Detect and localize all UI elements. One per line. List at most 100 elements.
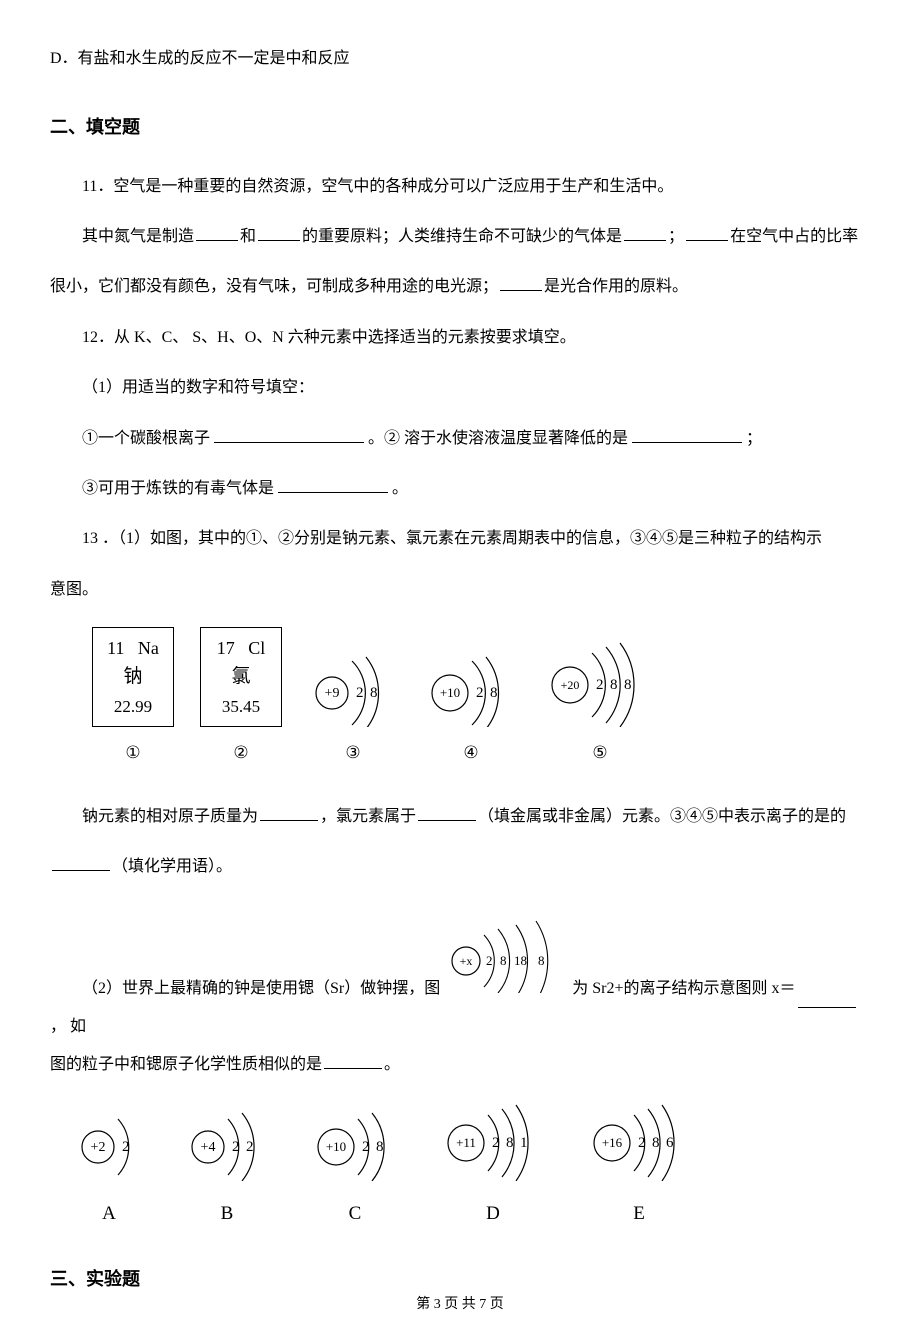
atom-a-svg: +2 2 <box>74 1101 144 1181</box>
na-mass: 22.99 <box>114 695 152 719</box>
q12-line1: ①一个碳酸根离子 。② 溶于水使溶液温度显著降低的是 ； <box>50 420 870 458</box>
q13-p3pre: （2）世界上最精确的钟是使用锶（Sr）做钟摆，图 <box>50 970 440 1008</box>
card-na-idx: ① <box>125 733 140 774</box>
q12-line3: ③可用于炼铁的有毒气体是 。 <box>50 470 870 508</box>
q13-p1: 13 ．（1）如图，其中的①、②分别是钠元素、氯元素在元素周期表中的信息，③④⑤… <box>50 520 870 558</box>
q13-p3c-line: 图的粒子中和锶原子化学性质相似的是。 <box>50 1046 870 1084</box>
q12-3b: 。 <box>392 480 408 497</box>
atom-d-svg: +11 2 8 1 <box>440 1097 546 1181</box>
svg-text:8: 8 <box>370 685 378 701</box>
svg-text:2: 2 <box>486 953 493 968</box>
q13-p2a: 钠元素的相对原子质量为 <box>82 808 258 825</box>
svg-text:18: 18 <box>514 953 527 968</box>
option-d: D．有盐和水生成的反应不一定是中和反应 <box>50 40 870 78</box>
card-na-box: 11 Na 钠 22.99 <box>92 627 174 727</box>
na-name: 钠 <box>123 664 142 691</box>
q13-p2: 钠元素的相对原子质量为 ，氯元素属于 （填金属或非金属）元素。③④⑤中表示离子的是的 <box>50 798 870 836</box>
label-e: E <box>633 1191 645 1237</box>
svg-text:2: 2 <box>362 1139 370 1155</box>
svg-text:8: 8 <box>624 677 632 693</box>
q13-p1t: （1）如图，其中的①、②分别是钠元素、氯元素在元素周期表中的信息，③④⑤是三种粒… <box>118 530 822 547</box>
label-d: D <box>486 1191 500 1237</box>
q13-p2b: ，氯元素属于 <box>320 808 416 825</box>
svg-text:1: 1 <box>520 1135 528 1151</box>
card-cl-idx: ② <box>233 733 248 774</box>
atom-c: +10 2 8 C <box>310 1101 400 1237</box>
atom-d: +11 2 8 1 D <box>440 1097 546 1237</box>
inline-atom-svg: +x 2 8 18 8 <box>446 913 566 993</box>
svg-text:+10: +10 <box>440 685 460 700</box>
svg-text:8: 8 <box>490 685 498 701</box>
blank <box>686 226 728 241</box>
na-num: 11 <box>107 638 124 658</box>
svg-text:2: 2 <box>122 1139 130 1155</box>
atom-b: +4 2 2 B <box>184 1101 270 1237</box>
svg-text:8: 8 <box>610 677 618 693</box>
q13-p1b: 意图。 <box>50 571 870 609</box>
q11-p2a: 其中氮气是制造 <box>82 228 194 245</box>
q11-text: 空气是一种重要的自然资源，空气中的各种成分可以广泛应用于生产和生活中。 <box>113 178 673 195</box>
blank <box>624 226 666 241</box>
section-2-title: 二、填空题 <box>50 106 870 149</box>
svg-text:+11: +11 <box>456 1135 476 1150</box>
svg-text:+2: +2 <box>91 1140 106 1155</box>
atom-4-svg: +10 2 8 <box>424 641 518 727</box>
q13-p3posta: 为 Sr2+的离子结构示意图则 x＝ <box>572 970 795 1008</box>
svg-text:+10: +10 <box>326 1139 346 1154</box>
q12-3a: ③可用于炼铁的有毒气体是 <box>82 480 274 497</box>
q13-p2c: （填金属或非金属）元素。③④⑤中表示离子的是的 <box>478 808 846 825</box>
q11-p2e: 在空气中占的比率 <box>730 228 858 245</box>
blank <box>798 993 856 1008</box>
svg-text:8: 8 <box>376 1139 384 1155</box>
atom-e: +16 2 8 6 E <box>586 1097 692 1237</box>
atom-4: +10 2 8 ④ <box>424 641 518 774</box>
cl-mass: 35.45 <box>222 695 260 719</box>
q11-label: 11． <box>82 178 113 195</box>
svg-text:8: 8 <box>538 953 545 968</box>
blank <box>260 806 318 821</box>
cl-num: 17 <box>217 638 235 658</box>
q13-label: 13 ． <box>82 530 118 547</box>
atom-3-idx: ③ <box>345 733 360 774</box>
svg-text:2: 2 <box>638 1135 646 1151</box>
cl-name: 氯 <box>231 664 250 691</box>
q12-1c: ； <box>746 430 762 447</box>
svg-text:2: 2 <box>232 1139 240 1155</box>
card-cl: 17 Cl 氯 35.45 ② <box>200 627 282 774</box>
periodic-card-row: 11 Na 钠 22.99 ① 17 Cl 氯 35.45 ② +9 2 8 <box>92 627 870 774</box>
q12-1b: 。② 溶于水使溶液温度显著降低的是 <box>368 430 628 447</box>
atom-row-abcde: +2 2 A +4 2 2 B +10 2 <box>74 1097 870 1237</box>
page-footer: 第 3 页 共 7 页 <box>0 1288 920 1322</box>
svg-text:+x: +x <box>460 954 473 968</box>
cl-sym: Cl <box>248 638 265 658</box>
blank <box>418 806 476 821</box>
blank <box>324 1054 382 1069</box>
q13-p3postb: ， 如 <box>50 1008 86 1046</box>
atom-3: +9 2 8 ③ <box>308 641 398 774</box>
q11-p2b: 和 <box>240 228 256 245</box>
q11-p3a: 很小，它们都没有颜色，没有气味，可制成多种用途的电光源； <box>50 278 498 295</box>
blank <box>214 427 364 442</box>
inline-atom-sr: +x 2 8 18 8 <box>446 913 566 1008</box>
atom-4-idx: ④ <box>463 733 478 774</box>
card-na: 11 Na 钠 22.99 ① <box>92 627 174 774</box>
q11-lead: 11．空气是一种重要的自然资源，空气中的各种成分可以广泛应用于生产和生活中。 <box>50 168 870 206</box>
na-sym: Na <box>138 638 159 658</box>
q11-p2d: ； <box>668 228 684 245</box>
q11-p3: 很小，它们都没有颜色，没有气味，可制成多种用途的电光源；是光合作用的原料。 <box>50 268 870 306</box>
q13-p2d-line: （填化学用语）。 <box>50 848 870 886</box>
svg-text:8: 8 <box>652 1135 660 1151</box>
blank <box>500 276 542 291</box>
svg-text:2: 2 <box>246 1139 254 1155</box>
svg-text:+9: +9 <box>325 686 340 701</box>
blank <box>52 856 110 871</box>
label-c: C <box>349 1191 362 1237</box>
spacer <box>50 899 870 913</box>
q13-p3d: 。 <box>384 1056 400 1073</box>
svg-text:+16: +16 <box>602 1135 623 1150</box>
q12-1a: ①一个碳酸根离子 <box>82 430 210 447</box>
blank <box>632 427 742 442</box>
atom-5: +20 2 8 8 ⑤ <box>544 635 656 774</box>
q11-p2c: 的重要原料；人类维持生命不可缺少的气体是 <box>302 228 622 245</box>
svg-text:2: 2 <box>596 677 604 693</box>
